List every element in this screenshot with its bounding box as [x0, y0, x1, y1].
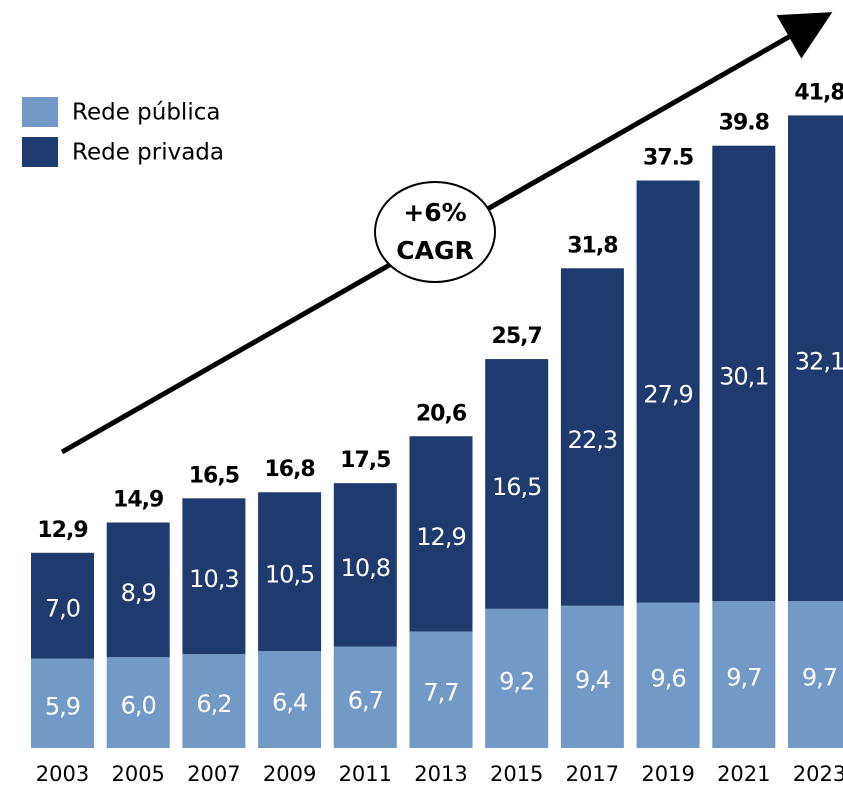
- bar-segment: [560, 605, 624, 748]
- x-tick-label: 2013: [414, 762, 467, 786]
- value-label: 22,3: [568, 426, 617, 454]
- value-label: 32,1: [795, 347, 843, 375]
- x-tick-label: 2019: [641, 762, 694, 786]
- value-label: 10,5: [265, 561, 314, 589]
- legend-swatch: [22, 97, 58, 127]
- bar-segment: [31, 552, 94, 659]
- total-label: 39.8: [719, 111, 769, 136]
- bar-segment: [258, 492, 322, 652]
- value-label: 10,3: [189, 565, 238, 593]
- bar-segment: [106, 522, 170, 658]
- legend-label: Rede privada: [72, 140, 224, 166]
- x-tick-label: 2015: [490, 762, 543, 786]
- x-tick-label: 2021: [717, 762, 770, 786]
- value-label: 6,2: [196, 690, 231, 718]
- value-label: 7,0: [45, 595, 80, 623]
- total-label: 41,8: [794, 80, 843, 105]
- value-label: 30,1: [719, 362, 768, 390]
- value-label: 6,4: [272, 689, 307, 717]
- bar-segment: [409, 436, 473, 632]
- bar-segment: [788, 601, 843, 748]
- bar-segment: [485, 608, 549, 748]
- bar-segment: [712, 145, 776, 602]
- total-label: 16,5: [189, 463, 239, 488]
- value-label: 27,9: [643, 381, 692, 409]
- value-label: 8,9: [121, 579, 156, 607]
- bar-segment: [788, 115, 843, 602]
- legend-label: Rede pública: [72, 100, 220, 126]
- annotation: +6%: [403, 198, 466, 227]
- bar-segment: [636, 180, 700, 603]
- value-label: 6,0: [121, 692, 156, 720]
- annotation: CAGR: [396, 236, 473, 265]
- value-label: 9,2: [499, 667, 534, 695]
- bar-segment: [636, 602, 700, 748]
- bar-segment: [560, 268, 624, 606]
- total-label: 16,8: [264, 457, 314, 482]
- total-label: 37.5: [643, 146, 693, 171]
- total-label: 14,9: [113, 488, 163, 513]
- bar-segment: [333, 646, 397, 748]
- bar-segment: [409, 631, 473, 748]
- total-label: 20,6: [416, 401, 467, 426]
- bar-segment: [182, 654, 246, 748]
- value-label: 10,8: [341, 554, 390, 582]
- x-tick-label: 2017: [566, 762, 619, 786]
- x-tick-label: 2007: [187, 762, 240, 786]
- legend-swatch: [22, 137, 58, 167]
- bar-segment: [31, 658, 94, 748]
- value-label: 12,9: [416, 523, 465, 551]
- value-label: 9,6: [651, 664, 686, 692]
- bar-segment: [106, 657, 170, 748]
- x-tick-label: 2009: [263, 762, 316, 786]
- x-tick-label: 2003: [36, 762, 89, 786]
- value-label: 7,7: [423, 679, 458, 707]
- value-label: 9,7: [802, 664, 837, 692]
- bar-segment: [485, 359, 549, 609]
- value-label: 9,7: [726, 664, 761, 692]
- value-label: 5,9: [45, 692, 80, 720]
- value-label: 6,7: [348, 686, 383, 714]
- x-tick-label: 2005: [111, 762, 164, 786]
- total-label: 25,7: [492, 324, 542, 349]
- x-tick-label: 2023: [793, 762, 843, 786]
- value-label: 9,4: [575, 666, 610, 694]
- total-label: 12,9: [37, 518, 87, 543]
- bar-segment: [258, 651, 322, 748]
- total-label: 17,5: [340, 448, 390, 473]
- total-label: 31,8: [567, 233, 617, 258]
- bar-segment: [182, 498, 246, 655]
- cagr-bubble: [374, 181, 496, 283]
- x-tick-label: 2011: [339, 762, 392, 786]
- value-label: 16,5: [492, 473, 541, 501]
- bar-segment: [712, 601, 776, 748]
- bar-segment: [333, 483, 397, 647]
